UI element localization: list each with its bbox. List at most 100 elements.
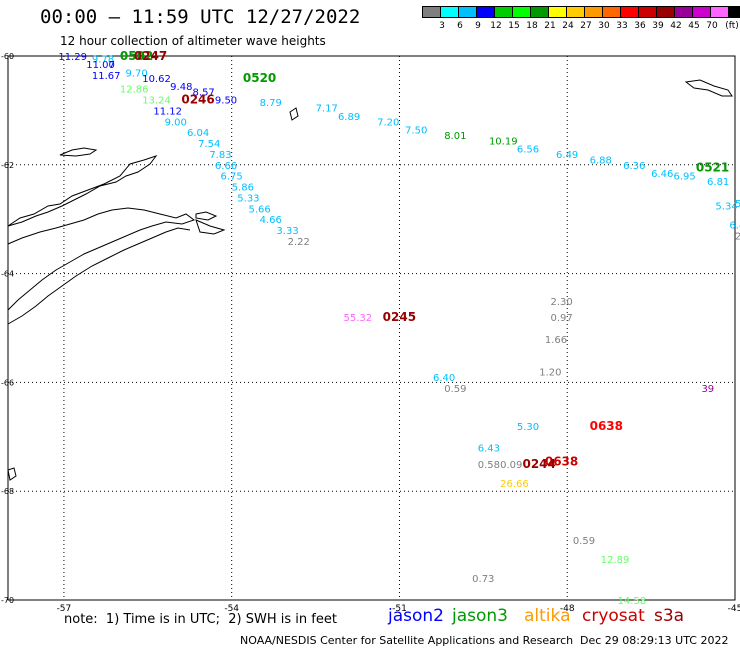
pass-time-label: 0245 xyxy=(383,310,416,324)
wave-height-label: 8.01 xyxy=(444,131,466,142)
lat-tick-label: -70 xyxy=(1,596,14,605)
colorbar-label: 6 xyxy=(457,21,463,31)
colorbar-swatch xyxy=(458,6,476,18)
legend-altika: altika xyxy=(524,606,571,626)
pass-time-label: 0638 xyxy=(545,454,578,468)
wave-height-label: 9.48 xyxy=(170,82,192,93)
axis-labels: -57 -54 -51 -48 -45 -60 -62 -64 -66 -68 -70 xyxy=(1,52,740,614)
legend-s3a: s3a xyxy=(654,606,685,626)
colorbar-swatch xyxy=(656,6,674,18)
lon-tick-label: -57 xyxy=(57,604,72,614)
wave-height-label: 6.88 xyxy=(590,155,612,166)
wave-height-label: 8.57 xyxy=(193,87,215,98)
wave-height-label: 6.46 xyxy=(651,169,673,180)
colorbar-swatch xyxy=(728,6,740,18)
wave-height-label: 11.29 xyxy=(58,52,87,63)
pass-time-label: 0247 xyxy=(134,49,167,63)
colorbar-swatch xyxy=(620,6,638,18)
wave-height-label: 9.78 xyxy=(92,55,114,66)
colorbar-label: 30 xyxy=(598,21,610,31)
colorbar-swatch xyxy=(422,6,440,18)
plot-frame xyxy=(7,55,736,601)
wave-height-label: 6.89 xyxy=(338,112,360,123)
pass-time-label: 0638 xyxy=(590,419,623,433)
pass-time-label: 0246 xyxy=(181,93,214,107)
wave-height-label: 7 xyxy=(109,60,115,71)
wave-height-label: 7.50 xyxy=(405,125,427,136)
colorbar-swatch xyxy=(494,6,512,18)
colorbar-swatch xyxy=(530,6,548,18)
lat-tick-label: -66 xyxy=(1,378,14,387)
wave-height-label: 9.00 xyxy=(165,117,187,128)
colorbar-labels: 3 6 9 12 15 18 21 24 27 30 33 36 39 42 45 70 (ft) xyxy=(422,21,740,33)
legend-cryosat: cryosat xyxy=(582,606,645,626)
wave-height-label: 26.66 xyxy=(500,479,529,490)
wave-height-label: 6.81 xyxy=(707,177,729,188)
legend-jason2: jason2 xyxy=(388,606,444,626)
colorbar-swatch xyxy=(710,6,728,18)
colorbar-label: 42 xyxy=(670,21,682,31)
lat-tick-label: -62 xyxy=(1,161,14,170)
grid-lines xyxy=(7,55,736,601)
wave-height-label: 2.58 xyxy=(735,232,740,243)
colorbar-swatch xyxy=(548,6,566,18)
colorbar-swatch xyxy=(476,6,494,18)
wave-height-label: 6.75 xyxy=(221,172,243,183)
wave-height-label: 10.62 xyxy=(142,74,171,85)
wave-height-label: 6.04 xyxy=(187,128,209,139)
colorbar-label: 24 xyxy=(562,21,574,31)
wave-height-label: 6.66 xyxy=(215,161,237,172)
colorbar-unit: (ft) xyxy=(725,21,739,31)
wave-height-label: 5.34 xyxy=(715,202,737,213)
wave-height-label: 5.66 xyxy=(248,204,270,215)
legend-jason3: jason3 xyxy=(452,606,508,626)
colorbar-label: 9 xyxy=(475,21,481,31)
lon-tick-label: -48 xyxy=(560,604,575,614)
wave-height-label: 8.79 xyxy=(260,98,282,109)
wave-height-label: 11.00 xyxy=(86,60,115,71)
wave-height-label: 55.32 xyxy=(344,313,373,324)
wave-height-label: 5.33 xyxy=(237,193,259,204)
lat-tick-label: -64 xyxy=(1,270,14,279)
wave-height-label: 6.44 xyxy=(729,221,740,232)
colorbar-label: 18 xyxy=(526,21,538,31)
wave-height-label: 14.58 xyxy=(618,596,647,607)
pass-time-label: 0244 xyxy=(522,457,555,471)
wave-height-label: 0.59 xyxy=(573,536,595,547)
colorbar-swatch xyxy=(566,6,584,18)
wave-height-label: 5.86 xyxy=(232,183,254,194)
pass-time-label: 0520 xyxy=(243,71,276,85)
colorbar-swatch xyxy=(692,6,710,18)
wave-height-label: 0.09 xyxy=(500,460,522,471)
wave-height-label: 2.30 xyxy=(550,297,572,308)
colorbar-swatch xyxy=(440,6,458,18)
wave-height-label: 11.67 xyxy=(92,71,121,82)
wave-height-label: 7.54 xyxy=(198,139,220,150)
colorbar-label: 12 xyxy=(490,21,502,31)
colorbar-label: 3 xyxy=(439,21,445,31)
wave-height-label: 6.95 xyxy=(673,172,695,183)
colorbar-label: 36 xyxy=(634,21,646,31)
wave-height-label: 1.66 xyxy=(545,335,567,346)
wave-height-label: 9.70 xyxy=(125,68,147,79)
wave-height-label: 0.73 xyxy=(472,574,494,585)
wave-height-label: 5.3 xyxy=(735,199,740,210)
colorbar-label: 39 xyxy=(652,21,664,31)
colorbar-swatch xyxy=(674,6,692,18)
chart-title: 00:00 – 11:59 UTC 12/27/2022 xyxy=(40,6,361,28)
wave-height-label: 2.22 xyxy=(288,237,310,248)
colorbar xyxy=(422,6,740,18)
wave-height-label: 0.97 xyxy=(550,313,572,324)
wave-height-label: 7.20 xyxy=(377,117,399,128)
wave-height-label: 10.19 xyxy=(489,136,518,147)
colorbar-label: 70 xyxy=(706,21,718,31)
chart-subtitle: 12 hour collection of altimeter wave hei… xyxy=(60,34,326,48)
colorbar-swatch xyxy=(584,6,602,18)
wave-height-label: 13.24 xyxy=(142,96,171,107)
wave-height-label: 12.89 xyxy=(601,555,630,566)
colorbar-label: 33 xyxy=(616,21,628,31)
wave-height-label: 0.59 xyxy=(444,384,466,395)
